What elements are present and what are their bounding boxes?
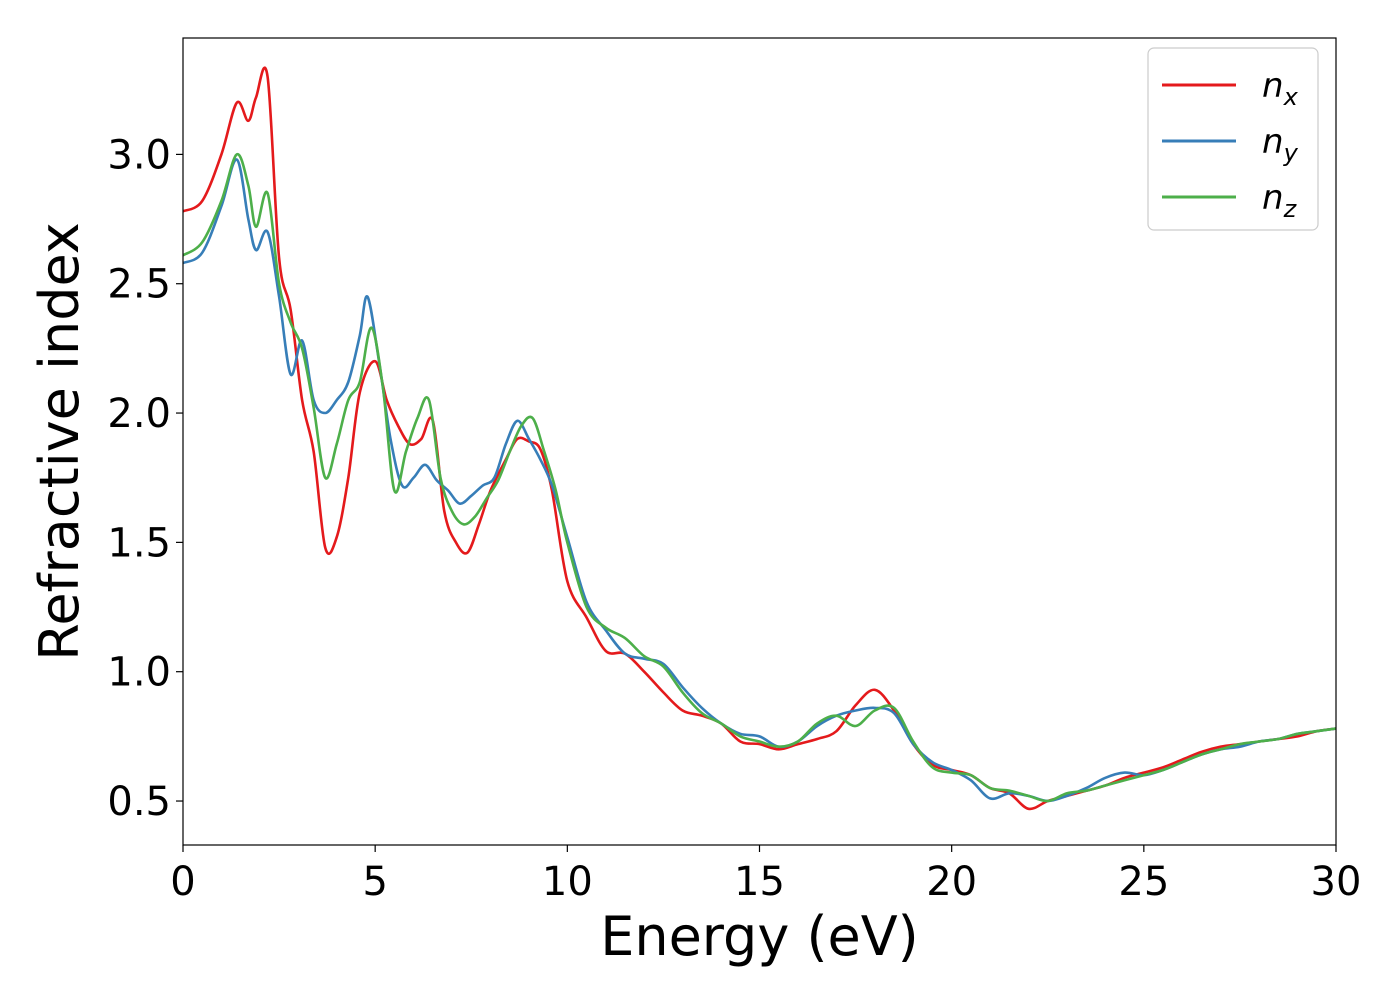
x-axis-ticks: 0 5 10 15 20 25 30 (170, 845, 1361, 905)
legend-label-n-x: nx (1262, 66, 1299, 111)
x-tick-label: 5 (362, 859, 387, 905)
y-tick-label: 1.0 (107, 650, 171, 696)
y-tick-label: 2.5 (107, 262, 171, 308)
x-tick-label: 10 (542, 859, 593, 905)
x-tick-label: 30 (1311, 859, 1362, 905)
y-tick-label: 3.0 (107, 132, 171, 178)
series-line-n-y (183, 158, 1336, 803)
legend: nx ny nz (1147, 47, 1319, 231)
x-tick-label: 20 (926, 859, 977, 905)
legend-box (1147, 47, 1319, 231)
x-tick-label: 15 (734, 859, 785, 905)
x-tick-label: 0 (170, 859, 195, 905)
x-axis-title: Energy (eV) (600, 905, 919, 968)
x-tick-label: 25 (1118, 859, 1169, 905)
y-axis-title: Refractive index (28, 222, 91, 661)
legend-label-n-y: ny (1262, 122, 1299, 167)
plot-lines (183, 66, 1336, 811)
y-tick-label: 0.5 (107, 779, 171, 825)
series-line-n-z (183, 153, 1336, 803)
y-tick-label: 2.0 (107, 391, 171, 437)
y-tick-label: 1.5 (107, 520, 171, 566)
y-axis-ticks: 0.5 1.0 1.5 2.0 2.5 3.0 (107, 132, 183, 825)
legend-label-n-z: nz (1262, 178, 1298, 223)
